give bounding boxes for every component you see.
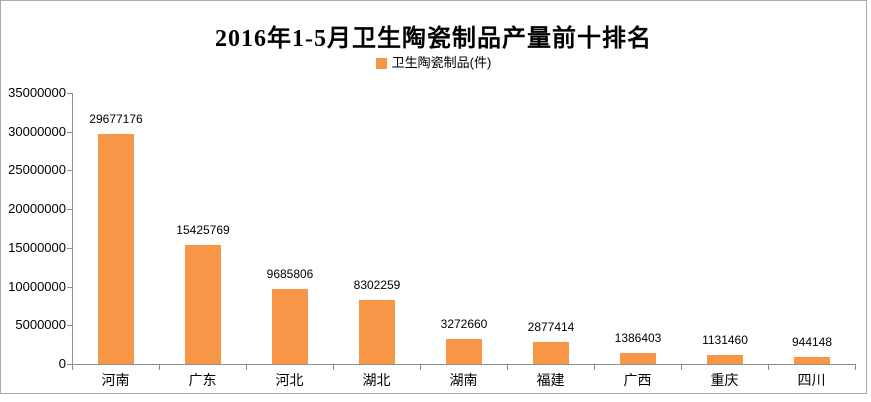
bar	[620, 353, 656, 364]
chart-frame	[0, 0, 867, 394]
bar	[98, 134, 134, 364]
bar	[272, 289, 308, 364]
x-axis-tick	[855, 365, 856, 370]
bar	[707, 355, 743, 364]
y-axis-tick	[67, 247, 72, 249]
bar-value-label: 944148	[791, 335, 833, 349]
x-axis-tick	[246, 365, 247, 370]
legend: 卫生陶瓷制品(件)	[0, 56, 867, 70]
x-axis-category-label: 福建	[536, 372, 565, 388]
y-axis-label: 5000000	[15, 317, 66, 333]
bar	[185, 245, 221, 364]
bar	[446, 339, 482, 364]
bar-value-label: 9685806	[266, 267, 314, 281]
x-axis-tick	[768, 365, 769, 370]
y-axis-tick	[67, 131, 72, 133]
x-axis-category-label: 重庆	[710, 372, 739, 388]
x-axis-category-label: 河南	[101, 372, 130, 388]
x-axis-category-label: 四川	[797, 372, 826, 388]
x-axis-tick	[159, 365, 160, 370]
x-axis-tick	[420, 365, 421, 370]
x-axis-line	[72, 364, 856, 365]
y-axis-label: 35000000	[8, 85, 66, 100]
plot-area: 0 5000000 10000000 15000000 20000000 25000000…	[8, 85, 856, 388]
legend-label: 卫生陶瓷制品(件)	[391, 55, 492, 70]
y-axis-label: 15000000	[8, 239, 66, 255]
x-axis-tick	[594, 365, 595, 370]
bar-value-label: 3272660	[440, 317, 488, 331]
x-axis-category-label: 河北	[275, 372, 304, 388]
y-axis-tick	[67, 286, 72, 288]
bar-value-label: 1386403	[614, 331, 662, 345]
y-axis-label: 25000000	[8, 162, 66, 178]
x-axis-category-label: 湖北	[362, 372, 391, 388]
x-axis-tick	[681, 365, 682, 370]
x-axis-category-label: 湖南	[449, 372, 478, 388]
y-axis-tick	[67, 209, 72, 211]
y-axis-tick	[67, 364, 72, 365]
y-axis-label: 10000000	[8, 278, 66, 294]
bar-value-label: 1131460	[702, 333, 748, 347]
x-axis-tick	[507, 365, 508, 370]
y-axis-label: 30000000	[8, 123, 66, 139]
legend-swatch-icon	[375, 57, 387, 69]
bar	[533, 342, 569, 364]
bar-value-label: 8302259	[353, 278, 401, 292]
y-axis-label: 20000000	[8, 201, 66, 217]
bar-value-label: 29677176	[89, 112, 143, 126]
x-axis-tick	[72, 365, 73, 370]
bar	[359, 300, 395, 364]
x-axis-category-label: 广西	[623, 372, 652, 388]
bar-value-label: 2877414	[527, 320, 575, 334]
x-axis-tick	[333, 365, 334, 370]
bar-value-label: 15425769	[176, 223, 230, 237]
y-axis-tick	[67, 170, 72, 172]
y-axis-label: 0	[58, 356, 66, 371]
bar	[794, 357, 830, 364]
chart-title: 2016年1-5月卫生陶瓷制品产量前十排名	[215, 26, 652, 52]
y-axis-tick	[67, 325, 72, 327]
y-axis-tick	[67, 93, 72, 94]
x-axis-category-label: 广东	[188, 372, 217, 388]
y-axis-line	[72, 93, 73, 364]
